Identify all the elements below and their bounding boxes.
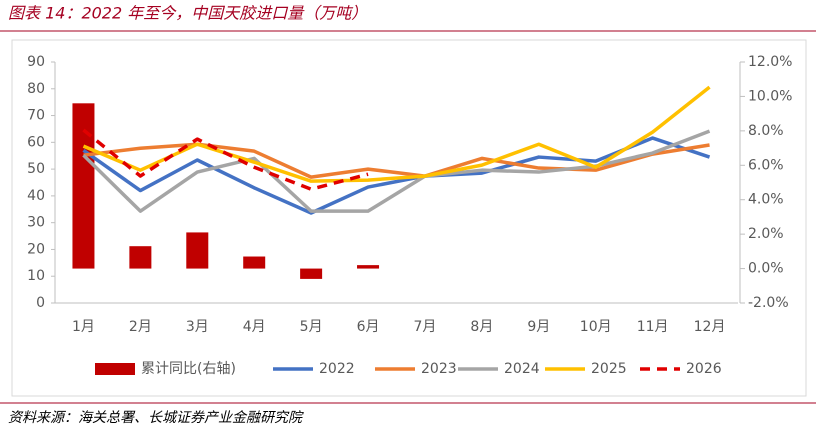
x-tick-label: 9月: [527, 319, 550, 335]
x-tick-label: 6月: [357, 319, 380, 335]
y2-tick-label: 10.0%: [748, 88, 792, 104]
line: [82, 136, 711, 215]
y-tick-label: 50: [27, 161, 45, 177]
source-note: 资料来源：海关总署、长城证券产业金融研究院: [8, 410, 304, 426]
y2-tick-label: 12.0%: [748, 54, 792, 70]
x-tick-label: 7月: [413, 319, 436, 335]
y-tick-label: 40: [27, 188, 45, 204]
bar: [129, 246, 152, 269]
x-tick-label: 11月: [637, 319, 669, 335]
y-tick-label: 70: [27, 108, 45, 124]
legend-swatch: [95, 363, 135, 375]
y-tick-label: 20: [27, 241, 45, 257]
chart-frame: [11, 39, 807, 397]
legend-label: 2025: [591, 361, 627, 377]
y-tick-label: 90: [27, 54, 45, 70]
y2-tick-label: 0.0%: [748, 261, 784, 277]
y-tick-label: 10: [27, 268, 45, 284]
x-tick-label: 2月: [129, 319, 152, 335]
x-tick-label: 10月: [580, 319, 612, 335]
bar: [357, 265, 380, 269]
legend-label: 2022: [319, 361, 355, 377]
legend-label: 累计同比(右轴): [141, 361, 236, 377]
line: [82, 85, 711, 183]
bar: [186, 232, 209, 269]
line: [83, 142, 710, 179]
y2-tick-label: 8.0%: [748, 123, 784, 139]
legend-label: 2023: [421, 361, 457, 377]
line: [82, 129, 711, 213]
bar: [72, 103, 95, 269]
y-tick-label: 30: [27, 215, 45, 231]
x-tick-label: 3月: [186, 319, 209, 335]
bar: [243, 256, 266, 269]
x-tick-label: 1月: [72, 319, 95, 335]
page-title: 图表 14：2022 年至今，中国天胶进口量（万吨）: [8, 4, 367, 23]
x-tick-label: 12月: [694, 319, 726, 335]
y2-tick-label: 4.0%: [748, 192, 784, 208]
x-tick-label: 5月: [300, 319, 323, 335]
legend-label: 2024: [504, 361, 540, 377]
y-tick-label: 80: [27, 81, 45, 97]
x-tick-label: 8月: [470, 319, 493, 335]
y2-tick-label: -2.0%: [748, 295, 789, 311]
x-tick-label: 4月: [243, 319, 266, 335]
y-tick-label: 0: [36, 295, 45, 311]
y2-tick-label: 2.0%: [748, 226, 784, 242]
bar: [300, 268, 323, 279]
line: [82, 128, 369, 191]
legend-label: 2026: [686, 361, 722, 377]
y-tick-label: 60: [27, 134, 45, 150]
y2-tick-label: 6.0%: [748, 157, 784, 173]
